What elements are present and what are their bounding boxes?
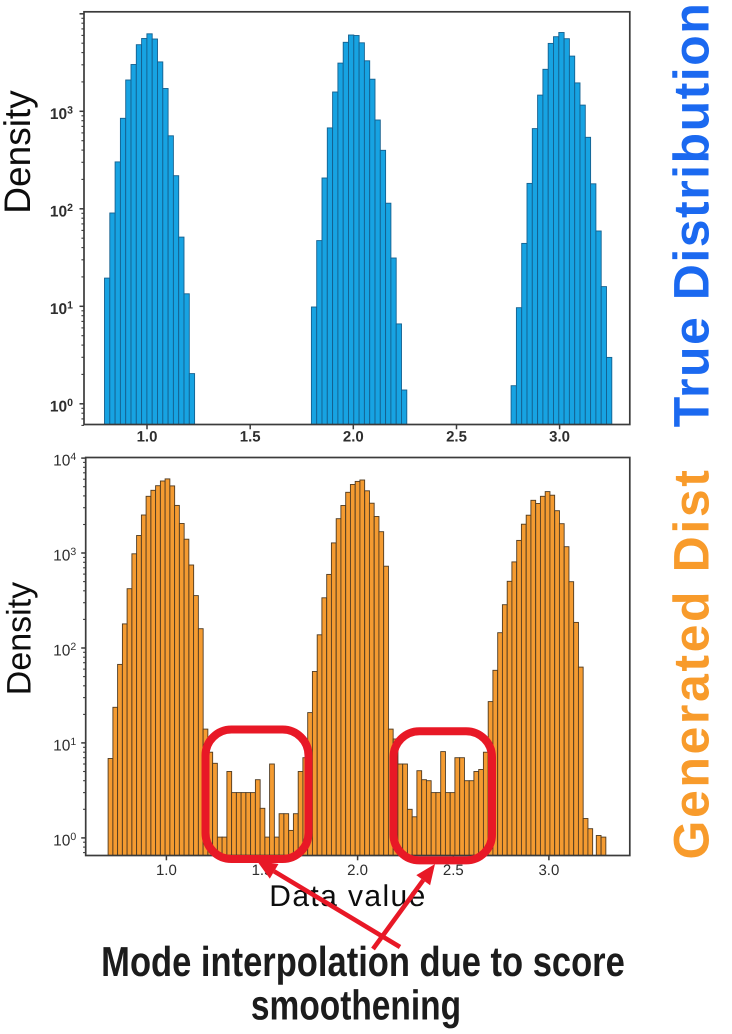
svg-text:1.0: 1.0 xyxy=(137,429,158,446)
svg-text:smoothening: smoothening xyxy=(251,981,461,1028)
svg-text:Density: Density xyxy=(0,90,38,214)
svg-text:Mode interpolation due to scor: Mode interpolation due to score xyxy=(101,938,625,985)
svg-text:True Distribution: True Distribution xyxy=(664,2,720,428)
svg-text:2.0: 2.0 xyxy=(347,862,368,879)
svg-text:Density: Density xyxy=(1,582,39,695)
svg-text:Generated Dist: Generated Dist xyxy=(664,467,720,859)
svg-text:1.0: 1.0 xyxy=(156,862,177,879)
svg-text:2.0: 2.0 xyxy=(343,429,364,446)
svg-text:3.0: 3.0 xyxy=(538,862,559,879)
svg-text:2.5: 2.5 xyxy=(446,429,467,446)
svg-text:1.5: 1.5 xyxy=(240,429,261,446)
svg-text:2.5: 2.5 xyxy=(443,862,464,879)
svg-text:3.0: 3.0 xyxy=(549,429,570,446)
